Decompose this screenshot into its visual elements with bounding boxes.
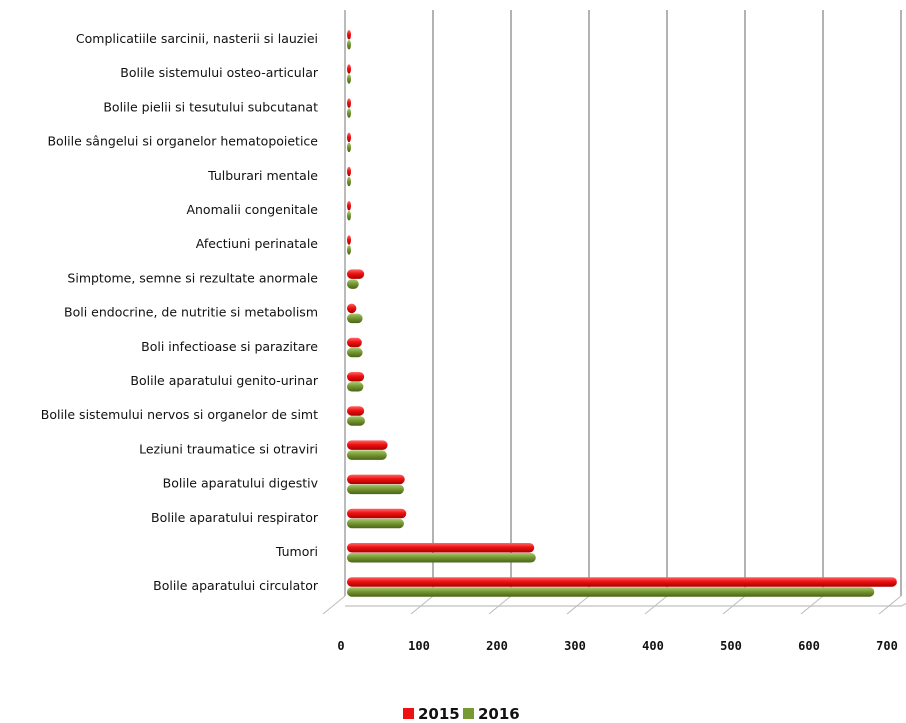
category-label: Simptome, semne si rezultate anormale [67,270,318,285]
bar-2015-14 [347,508,407,519]
category-label: Bolile aparatului genito-urinar [130,373,318,388]
category-label: Tumori [275,544,318,559]
category-labels: Complicatiile sarcinii, nasterii si lauz… [41,31,319,593]
bar-2016-15 [347,553,536,563]
bar-2015-5 [347,201,351,211]
bar-2015-16 [347,577,897,587]
gridline-foot [322,595,346,615]
gridline-foot [722,595,746,615]
bar-2015-3 [347,132,351,143]
tick-label: 100 [408,639,430,653]
category-label: Bolile aparatului respirator [151,510,319,525]
gridline-foot [644,595,668,615]
gridlines [322,10,902,615]
tick-label: 500 [720,639,742,653]
bar-2015-11 [347,406,365,416]
tick-labels: 0 100 200 300 400 500 600 700 [337,639,897,653]
tick-label: 700 [876,639,898,653]
category-label: Bolile sistemului nervos si organelor de… [41,407,318,422]
bar-2016-4 [347,176,351,187]
legend-label-2016: 2016 [478,705,520,723]
category-label: Afectiuni perinatale [196,236,319,251]
category-label: Leziuni traumatice si otraviri [139,441,318,456]
bar-2015-2 [347,98,351,108]
bars [347,30,897,597]
category-label: Bolile aparatului circulator [153,578,319,593]
gridline-foot [878,595,902,615]
category-label: Anomalii congenitale [186,202,318,217]
bar-2015-0 [347,30,351,40]
category-label: Tulburari mentale [207,168,318,183]
bar-2016-2 [347,108,351,118]
bar-2016-12 [347,450,387,460]
x-axis-floor [345,602,906,607]
bar-2016-1 [347,74,351,84]
legend-label-2015: 2015 [418,705,460,723]
bar-2016-14 [347,518,404,529]
category-label: Boli endocrine, de nutritie si metabolis… [64,305,318,320]
bar-2016-8 [347,313,363,324]
bar-2015-15 [347,543,535,553]
tick-label: 0 [337,639,344,653]
tick-label: 200 [486,639,508,653]
legend-swatch-2015 [403,708,414,719]
bar-2016-0 [347,40,351,50]
bar-2015-9 [347,337,362,348]
bar-2016-7 [347,279,359,289]
bar-2016-6 [347,245,351,255]
gridline-foot [488,595,512,615]
category-label: Boli infectioase si parazitare [141,339,318,354]
category-label: Complicatiile sarcinii, nasterii si lauz… [76,31,318,46]
bar-2016-3 [347,142,351,153]
bar-2015-8 [347,303,357,314]
category-label: Bolile pielii si tesutului subcutanat [103,99,318,114]
bar-2016-10 [347,382,364,392]
tick-label: 400 [642,639,664,653]
bar-2016-13 [347,484,404,495]
tick-label: 600 [798,639,820,653]
bar-2015-12 [347,440,388,450]
category-label: Bolile sistemului osteo-articular [120,65,319,80]
bar-2016-16 [347,587,875,597]
bar-2015-1 [347,64,351,74]
gridline-foot [566,595,590,615]
category-label: Bolile sângelui si organelor hematopoiet… [47,134,318,149]
bar-2015-4 [347,166,351,177]
plot-floor [345,602,906,607]
bar-2016-11 [347,416,365,426]
bar-2015-7 [347,269,365,279]
bar-2016-5 [347,211,351,221]
legend-swatch-2016 [463,708,474,719]
tick-label: 300 [564,639,586,653]
bar-2015-13 [347,474,405,485]
bar-2016-9 [347,347,363,358]
legend: 2015 2016 [403,705,520,723]
bar-2015-6 [347,235,351,245]
gridline-foot [800,595,824,615]
bar-2015-10 [347,372,365,382]
gridline-foot [410,595,434,615]
category-label: Bolile aparatului digestiv [163,476,319,491]
